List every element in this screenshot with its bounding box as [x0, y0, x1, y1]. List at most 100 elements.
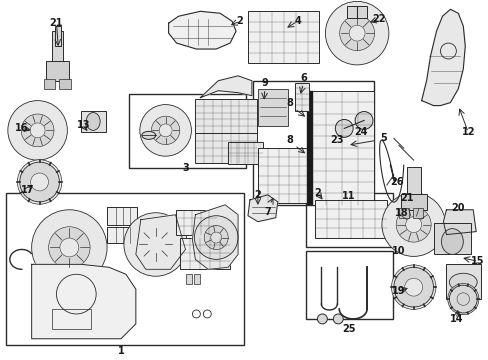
Circle shape [204, 226, 228, 249]
Circle shape [20, 162, 60, 202]
Text: 16: 16 [15, 123, 28, 134]
Circle shape [203, 310, 211, 318]
Circle shape [447, 284, 478, 315]
Circle shape [404, 278, 422, 296]
Text: 13: 13 [76, 121, 90, 130]
Circle shape [32, 210, 107, 285]
Circle shape [8, 100, 67, 160]
Ellipse shape [441, 229, 462, 255]
Bar [252, 81, 373, 205]
Circle shape [159, 124, 172, 137]
Circle shape [333, 314, 343, 324]
Circle shape [393, 267, 433, 307]
Bar [107, 227, 137, 243]
Text: 8: 8 [285, 135, 292, 145]
Bar [304, 88, 308, 93]
Bar [175, 210, 217, 235]
Text: 18: 18 [394, 208, 408, 218]
Text: 22: 22 [371, 14, 385, 24]
Bar [81, 111, 106, 132]
Bar [228, 142, 263, 164]
Text: 12: 12 [461, 127, 474, 138]
Circle shape [348, 25, 365, 41]
Bar [51, 309, 91, 329]
Circle shape [448, 285, 476, 313]
Circle shape [339, 16, 374, 51]
Circle shape [335, 120, 352, 137]
Circle shape [21, 114, 54, 147]
Bar [398, 208, 408, 218]
Bar [309, 91, 373, 205]
Text: 8: 8 [285, 98, 292, 108]
Bar [346, 6, 366, 18]
Polygon shape [32, 264, 136, 339]
Bar [55, 26, 61, 46]
Text: 20: 20 [450, 203, 464, 213]
Circle shape [391, 265, 435, 309]
Bar [400, 194, 426, 210]
Circle shape [140, 105, 191, 156]
Circle shape [48, 227, 90, 268]
Text: 2: 2 [236, 16, 243, 26]
Circle shape [151, 116, 180, 145]
Bar [257, 89, 287, 126]
Bar [45, 61, 69, 81]
Circle shape [354, 112, 372, 129]
Text: 23: 23 [330, 135, 344, 145]
Text: 10: 10 [391, 247, 405, 256]
Text: 21: 21 [399, 193, 413, 203]
Polygon shape [421, 9, 464, 105]
Circle shape [210, 232, 221, 243]
Circle shape [30, 123, 45, 138]
Bar [315, 200, 386, 238]
Text: 5: 5 [380, 133, 386, 143]
Ellipse shape [448, 273, 476, 291]
Bar [406, 167, 420, 195]
Circle shape [381, 193, 445, 256]
Bar [60, 79, 71, 89]
Polygon shape [192, 205, 238, 269]
Polygon shape [136, 215, 185, 269]
Bar [305, 193, 392, 247]
Text: 3: 3 [182, 163, 188, 173]
Text: 1: 1 [117, 346, 124, 356]
Text: 11: 11 [342, 191, 355, 201]
Text: 26: 26 [389, 177, 403, 187]
Text: 7: 7 [264, 207, 271, 217]
Text: 19: 19 [391, 286, 405, 296]
Circle shape [317, 314, 326, 324]
Text: 24: 24 [354, 127, 367, 138]
Polygon shape [168, 11, 236, 49]
Bar [6, 193, 244, 345]
Circle shape [395, 207, 430, 242]
Bar [195, 99, 256, 133]
Bar [257, 148, 309, 203]
Text: 6: 6 [300, 73, 306, 83]
Text: 21: 21 [50, 18, 63, 28]
Polygon shape [247, 195, 277, 222]
Polygon shape [443, 210, 475, 235]
Text: 17: 17 [21, 185, 34, 195]
Circle shape [60, 238, 79, 257]
Circle shape [405, 217, 421, 233]
Circle shape [325, 1, 388, 65]
Ellipse shape [86, 113, 100, 130]
Bar [194, 274, 200, 284]
Text: 4: 4 [294, 16, 300, 26]
Circle shape [192, 310, 200, 318]
Text: 9: 9 [261, 78, 268, 88]
Bar [412, 208, 422, 218]
Circle shape [18, 160, 61, 204]
Text: 25: 25 [342, 324, 355, 334]
Circle shape [123, 213, 187, 276]
Ellipse shape [142, 131, 155, 139]
Bar [294, 83, 308, 111]
Bar [306, 91, 313, 205]
Bar [107, 207, 137, 225]
Text: 14: 14 [448, 314, 462, 324]
Bar [51, 31, 63, 66]
Circle shape [194, 216, 238, 260]
Bar [433, 223, 470, 255]
Polygon shape [200, 76, 251, 98]
Circle shape [147, 237, 163, 252]
